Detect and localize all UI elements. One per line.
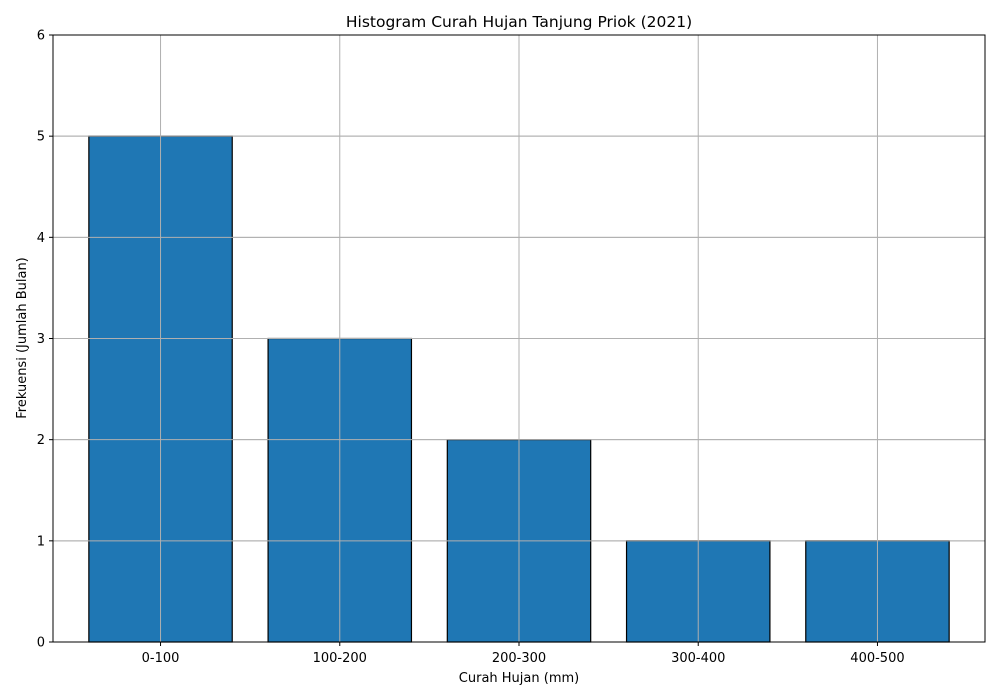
y-tick-label: 5 bbox=[37, 130, 45, 145]
x-tick-label: 100-200 bbox=[313, 651, 367, 666]
x-tick-label: 400-500 bbox=[850, 651, 904, 666]
y-tick-label: 4 bbox=[37, 231, 45, 246]
y-tick-label: 2 bbox=[37, 433, 45, 448]
x-axis-label: Curah Hujan (mm) bbox=[459, 671, 579, 686]
x-tick-label: 200-300 bbox=[492, 651, 546, 666]
x-tick-label: 0-100 bbox=[142, 651, 180, 666]
x-axis-ticks: 0-100 100-200 200-300 300-400 400-500 bbox=[142, 642, 905, 666]
x-tick-label: 300-400 bbox=[671, 651, 725, 666]
plot-area bbox=[52, 34, 986, 643]
chart-title: Histogram Curah Hujan Tanjung Priok (202… bbox=[346, 13, 692, 31]
y-axis-label: Frekuensi (Jumlah Bulan) bbox=[15, 257, 30, 419]
vertical-grid-layer bbox=[53, 35, 985, 642]
y-tick-label: 0 bbox=[37, 636, 45, 651]
y-axis-ticks: 0 1 2 3 4 5 6 bbox=[37, 29, 53, 651]
y-tick-label: 6 bbox=[37, 29, 45, 44]
y-tick-label: 1 bbox=[37, 534, 45, 549]
y-tick-label: 3 bbox=[37, 332, 45, 347]
